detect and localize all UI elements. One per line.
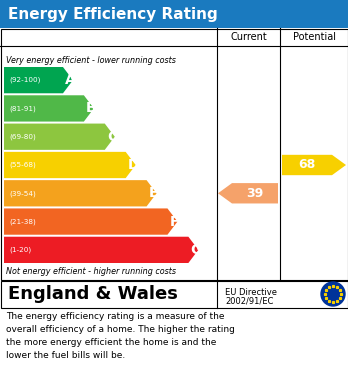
Text: G: G	[190, 243, 202, 257]
Text: England & Wales: England & Wales	[8, 285, 178, 303]
Polygon shape	[4, 237, 198, 263]
Polygon shape	[4, 152, 136, 178]
Polygon shape	[282, 155, 346, 175]
Text: E: E	[149, 186, 158, 200]
Bar	[0, 29, 348, 280]
Text: Not energy efficient - higher running costs: Not energy efficient - higher running co…	[6, 267, 176, 276]
Circle shape	[321, 282, 345, 306]
Polygon shape	[4, 208, 177, 235]
Text: B: B	[86, 101, 96, 115]
Text: (39-54): (39-54)	[9, 190, 36, 197]
Text: (92-100): (92-100)	[9, 77, 40, 83]
Text: (1-20): (1-20)	[9, 247, 31, 253]
Text: (69-80): (69-80)	[9, 133, 36, 140]
Bar	[0, 0, 348, 28]
Text: (55-68): (55-68)	[9, 162, 36, 168]
Text: The energy efficiency rating is a measure of the: The energy efficiency rating is a measur…	[6, 312, 224, 321]
Text: Potential: Potential	[293, 32, 335, 42]
Text: 2002/91/EC: 2002/91/EC	[225, 296, 274, 305]
Text: D: D	[128, 158, 139, 172]
Text: EU Directive: EU Directive	[225, 288, 277, 297]
Text: lower the fuel bills will be.: lower the fuel bills will be.	[6, 351, 125, 360]
Text: C: C	[107, 130, 117, 144]
Text: Very energy efficient - lower running costs: Very energy efficient - lower running co…	[6, 56, 176, 65]
Text: 68: 68	[298, 158, 316, 172]
Text: the more energy efficient the home is and the: the more energy efficient the home is an…	[6, 338, 216, 347]
Polygon shape	[4, 95, 94, 122]
Text: Current: Current	[230, 32, 267, 42]
Text: F: F	[169, 215, 179, 229]
Polygon shape	[4, 67, 73, 93]
Bar	[0, 280, 348, 307]
Text: overall efficiency of a home. The higher the rating: overall efficiency of a home. The higher…	[6, 325, 235, 334]
Polygon shape	[4, 124, 115, 150]
Text: 39: 39	[246, 187, 264, 200]
Polygon shape	[4, 180, 157, 206]
Text: A: A	[65, 73, 76, 87]
Text: (81-91): (81-91)	[9, 105, 36, 112]
Text: (21-38): (21-38)	[9, 218, 36, 225]
Text: Energy Efficiency Rating: Energy Efficiency Rating	[8, 7, 218, 22]
Polygon shape	[218, 183, 278, 203]
